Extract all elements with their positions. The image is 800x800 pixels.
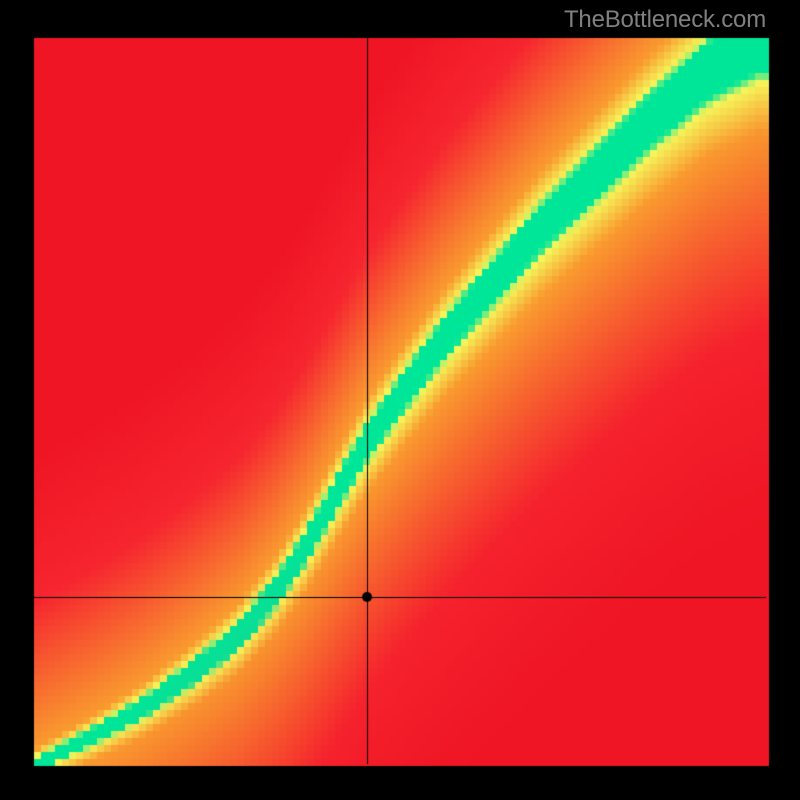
bottleneck-heatmap <box>0 0 800 800</box>
chart-container: TheBottleneck.com <box>0 0 800 800</box>
watermark-text: TheBottleneck.com <box>564 6 766 34</box>
